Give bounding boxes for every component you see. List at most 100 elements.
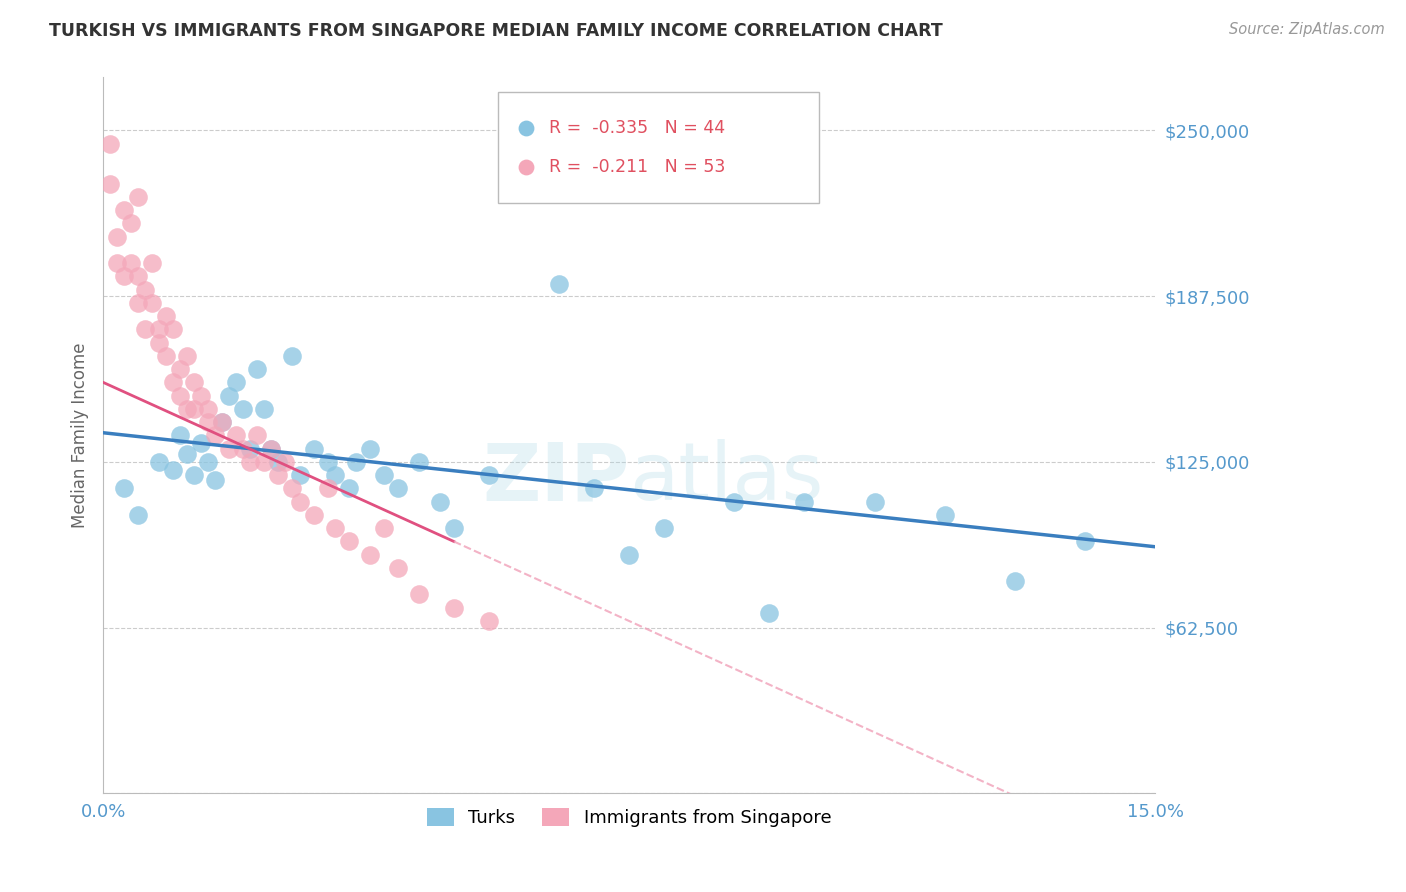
Point (288, 494, 311, 508)
Point (190, 436, 212, 450)
Point (127, 508, 149, 522)
Point (1004, 574, 1026, 589)
Point (260, 442, 283, 456)
Text: R =  -0.211   N = 53: R = -0.211 N = 53 (550, 158, 725, 176)
Point (478, 614, 501, 628)
Point (98, 136, 121, 151)
Point (225, 428, 247, 442)
Point (408, 455, 430, 469)
Point (162, 463, 184, 477)
Point (169, 389, 191, 403)
Point (155, 309, 177, 323)
Point (211, 415, 233, 429)
Text: R =  -0.335   N = 44: R = -0.335 N = 44 (550, 119, 725, 136)
Text: Source: ZipAtlas.com: Source: ZipAtlas.com (1229, 22, 1385, 37)
Point (155, 349, 177, 363)
Point (359, 442, 381, 456)
Point (267, 455, 290, 469)
Point (387, 482, 409, 496)
Point (127, 190, 149, 204)
Point (302, 508, 325, 522)
Point (183, 468, 205, 483)
Point (190, 389, 212, 403)
Point (1074, 534, 1097, 549)
Point (281, 349, 304, 363)
Point (359, 548, 381, 562)
Point (316, 455, 339, 469)
Point (232, 401, 254, 416)
Point (443, 521, 465, 535)
Point (387, 561, 409, 575)
Point (373, 521, 395, 535)
Point (274, 455, 297, 469)
Text: atlas: atlas (628, 440, 824, 517)
Point (583, 482, 606, 496)
Point (429, 494, 451, 508)
Point (141, 295, 163, 310)
Point (162, 376, 184, 390)
Point (176, 349, 198, 363)
Point (373, 468, 395, 483)
Point (239, 442, 262, 456)
Point (162, 322, 184, 336)
Point (218, 442, 240, 456)
Legend: Turks, Immigrants from Singapore: Turks, Immigrants from Singapore (419, 801, 839, 834)
Point (253, 401, 276, 416)
Point (758, 606, 780, 620)
Point (141, 256, 163, 270)
Point (793, 494, 815, 508)
Point (548, 277, 571, 292)
Point (176, 447, 198, 461)
Point (281, 482, 304, 496)
Point (288, 468, 311, 483)
Point (652, 521, 675, 535)
Point (127, 269, 149, 284)
FancyBboxPatch shape (498, 92, 818, 202)
Point (197, 401, 219, 416)
Point (105, 229, 128, 244)
Point (344, 455, 367, 469)
Text: TURKISH VS IMMIGRANTS FROM SINGAPORE MEDIAN FAMILY INCOME CORRELATION CHART: TURKISH VS IMMIGRANTS FROM SINGAPORE MED… (49, 22, 943, 40)
Point (112, 202, 135, 217)
Point (863, 494, 886, 508)
Point (204, 428, 226, 442)
Point (197, 455, 219, 469)
Text: ZIP: ZIP (482, 440, 628, 517)
Point (218, 389, 240, 403)
Point (98, 177, 121, 191)
Point (617, 548, 640, 562)
Point (148, 455, 170, 469)
Point (267, 468, 290, 483)
Point (112, 269, 135, 284)
Point (105, 256, 128, 270)
Point (225, 376, 247, 390)
Point (253, 455, 276, 469)
Point (169, 428, 191, 442)
Point (120, 256, 142, 270)
Point (127, 295, 149, 310)
Point (408, 587, 430, 601)
Point (337, 534, 360, 549)
Point (211, 415, 233, 429)
Point (176, 401, 198, 416)
Point (934, 508, 956, 522)
Point (197, 415, 219, 429)
Point (169, 362, 191, 376)
Point (337, 482, 360, 496)
Point (183, 376, 205, 390)
Point (443, 600, 465, 615)
Point (302, 442, 325, 456)
Point (134, 283, 156, 297)
Point (723, 494, 745, 508)
Point (316, 482, 339, 496)
Point (260, 442, 283, 456)
Point (134, 322, 156, 336)
Point (478, 468, 501, 483)
Point (232, 442, 254, 456)
Point (246, 362, 269, 376)
Y-axis label: Median Family Income: Median Family Income (72, 343, 89, 528)
Point (148, 335, 170, 350)
Point (183, 401, 205, 416)
Point (323, 521, 346, 535)
Point (246, 428, 269, 442)
